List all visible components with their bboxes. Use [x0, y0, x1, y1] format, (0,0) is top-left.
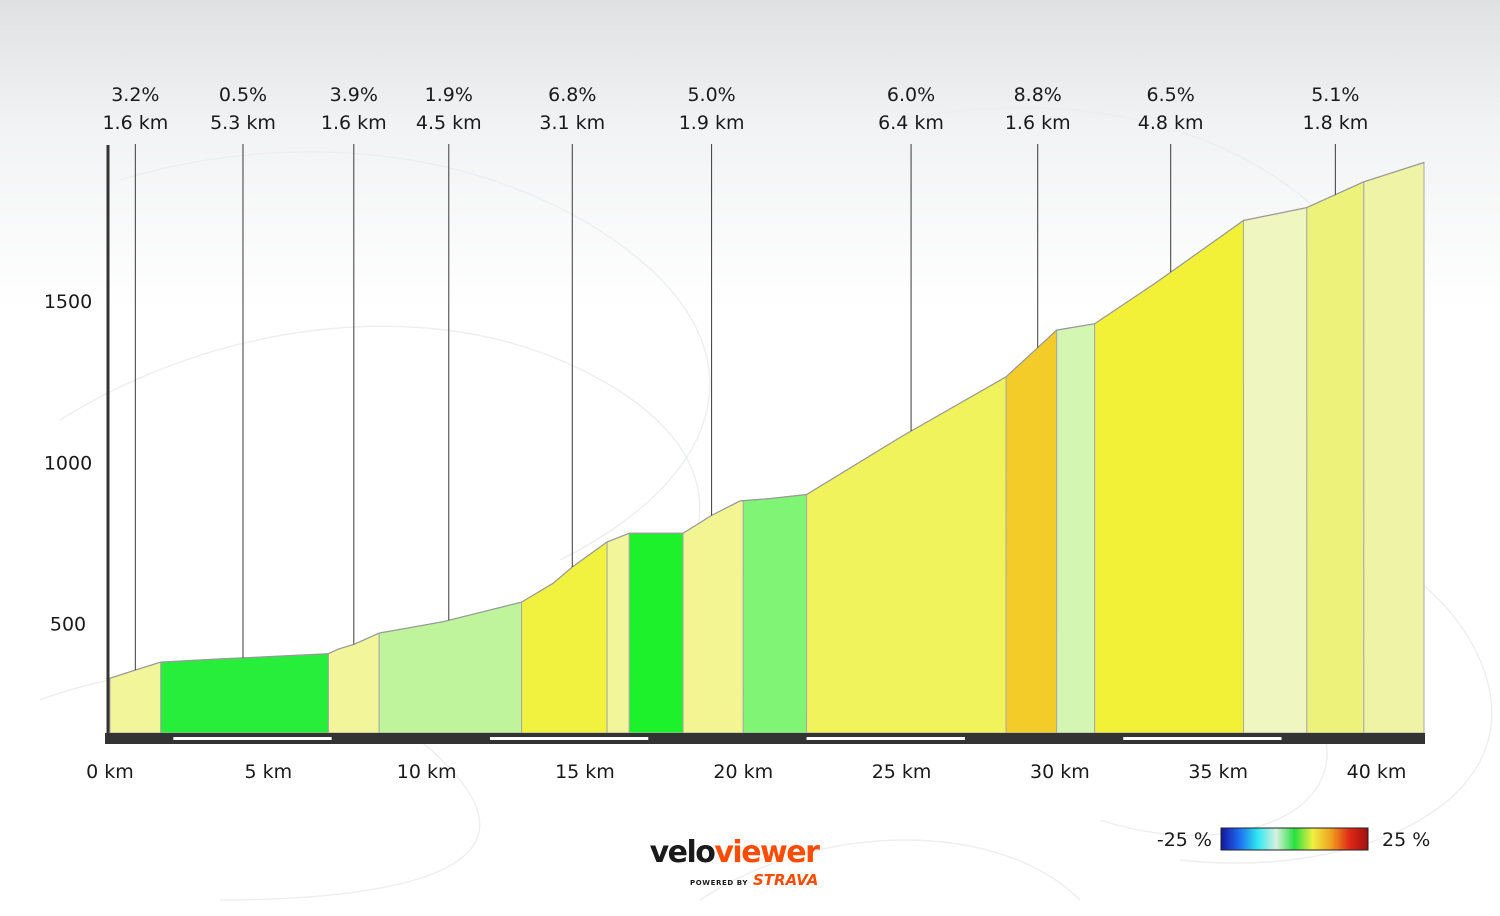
- gradient-percent-label: 6.5%: [1147, 84, 1195, 106]
- axes: [105, 145, 1425, 744]
- logo-strava: STRAVA: [753, 871, 818, 889]
- logo-velo-text: velo: [650, 835, 716, 870]
- gradient-segment-10: [1005, 328, 1058, 734]
- gradient-segment-7: [682, 500, 744, 734]
- x-axis-scale-stripe: [173, 737, 332, 740]
- gradient-percent-label: 3.2%: [111, 84, 159, 106]
- logo-powered-by: POWERED BY: [690, 879, 748, 887]
- gradient-percent-label: 6.0%: [887, 84, 935, 106]
- gradient-percent-label: 5.0%: [687, 84, 735, 106]
- gradient-length-label: 1.6 km: [321, 112, 387, 134]
- logo-viewer-text: viewer: [714, 835, 820, 870]
- gradient-length-label: 1.6 km: [1005, 112, 1071, 134]
- gradient-segment-6: [628, 532, 684, 734]
- gradient-percent-label: 5.1%: [1311, 84, 1359, 106]
- gradient-length-label: 4.5 km: [416, 112, 482, 134]
- profile-outline: [109, 161, 1425, 679]
- gradient-segment-8: [742, 493, 808, 734]
- gradient-length-label: 4.8 km: [1138, 112, 1204, 134]
- gradient-label-leaders: [134, 144, 1336, 671]
- gradient-length-label: 1.9 km: [679, 112, 745, 134]
- x-axis-scale-stripe: [806, 737, 965, 740]
- y-tick-label: 500: [50, 613, 86, 635]
- x-tick-label: 20 km: [713, 761, 773, 783]
- gradient-percent-label: 8.8%: [1014, 84, 1062, 106]
- gradient-length-label: 3.1 km: [539, 112, 605, 134]
- gradient-segment-14: [1306, 181, 1365, 734]
- gradient-segment-5: [606, 532, 630, 734]
- gradient-segment-0: [109, 661, 162, 734]
- logo-wordmark: veloviewer: [650, 835, 821, 870]
- x-tick-label: 15 km: [555, 761, 615, 783]
- y-tick-label: 1000: [44, 452, 92, 474]
- legend-min-label: -25 %: [1157, 829, 1212, 851]
- gradient-percent-label: 0.5%: [219, 84, 267, 106]
- gradient-length-label: 1.8 km: [1302, 112, 1368, 134]
- gradient-segment-9: [806, 375, 1007, 734]
- legend-color-bar: [1220, 827, 1369, 851]
- gradient-labels: 3.2% 1.6 km 0.5% 5.3 km 3.9% 1.6 km 1.9% 4.5 km…: [102, 84, 1368, 134]
- x-tick-label: 30 km: [1030, 761, 1090, 783]
- gradient-segment-1: [160, 653, 330, 734]
- legend-max-label: 25 %: [1382, 829, 1430, 851]
- gradient-segment-15: [1363, 161, 1425, 734]
- elevation-line: [109, 161, 1425, 679]
- gradient-percent-label: 1.9%: [425, 84, 473, 106]
- y-tick-label: 1500: [44, 291, 92, 313]
- gradient-color-legend: -25 % 25 %: [1157, 827, 1430, 851]
- gradient-percent-label: 3.9%: [330, 84, 378, 106]
- gradient-length-label: 6.4 km: [878, 112, 944, 134]
- x-tick-label: 35 km: [1188, 761, 1248, 783]
- gradient-colored-segments: [109, 161, 1425, 734]
- x-axis-scale-stripe: [1123, 737, 1282, 740]
- x-tick-label: 40 km: [1347, 761, 1407, 783]
- gradient-segment-13: [1242, 206, 1308, 734]
- x-axis-ticks: 0 km 5 km 10 km 15 km 20 km 25 km 30 km 35 km 40…: [86, 761, 1406, 783]
- x-tick-label: 0 km: [86, 761, 134, 783]
- x-tick-label: 10 km: [397, 761, 457, 783]
- y-axis-ticks: 500 1000 1500: [44, 291, 92, 635]
- x-tick-label: 25 km: [872, 761, 932, 783]
- contour-line-5: [699, 839, 1081, 901]
- x-tick-label: 5 km: [244, 761, 292, 783]
- gradient-segment-11: [1056, 323, 1096, 734]
- gradient-segment-4: [521, 540, 608, 734]
- gradient-segment-3: [378, 601, 523, 734]
- gradient-percent-label: 6.8%: [548, 84, 596, 106]
- gradient-segment-2: [327, 632, 380, 734]
- x-axis-bar: [105, 733, 1425, 744]
- contour-line-1: [119, 151, 711, 561]
- gradient-length-label: 1.6 km: [102, 112, 168, 134]
- gradient-length-label: 5.3 km: [210, 112, 276, 134]
- x-axis-scale-stripe: [489, 737, 649, 740]
- veloviewer-logo: veloviewer POWERED BY STRAVA: [650, 835, 822, 889]
- gradient-segment-12: [1094, 219, 1245, 734]
